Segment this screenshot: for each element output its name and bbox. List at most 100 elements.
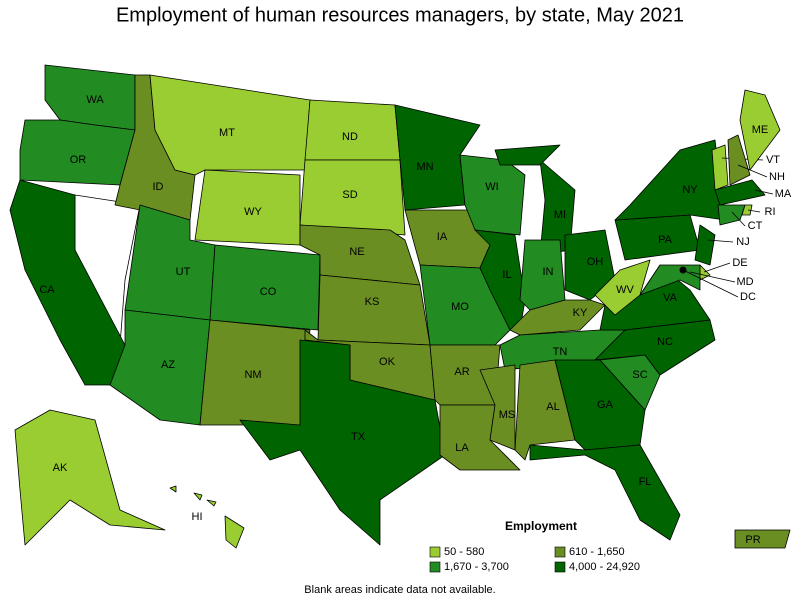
callout [731,211,746,227]
state-label: AL [546,401,559,413]
state-shape [149,74,311,176]
state-label: MT [219,127,235,139]
state-label: LA [455,442,469,454]
state-label: WY [244,206,262,218]
legend-swatch [554,546,566,558]
state-label: UT [176,266,191,278]
state-label: WV [616,284,634,296]
state: CO [209,244,321,331]
state: MI [494,144,576,256]
state-label: IL [502,269,511,281]
state-label: OH [587,256,604,268]
state-label: AZ [161,359,175,371]
state: NM [199,319,311,426]
state: OR [19,119,136,186]
state-shape [169,485,177,493]
state-label: ME [752,124,769,136]
state: NY [614,139,726,221]
state-label: TN [553,346,568,358]
state-shape [741,204,753,216]
state-label: KS [365,296,380,308]
state: MN [394,104,481,211]
state-shape [717,204,746,226]
legend-label: 610 - 1,650 [569,546,625,558]
state-label: OK [379,356,396,368]
state: WY [194,169,301,246]
state-label: AR [454,366,469,378]
state-label: KY [573,307,588,319]
state-shape [193,492,203,501]
state: WI [459,154,526,236]
state-label: MN [416,161,433,173]
state-label: MI [554,209,566,221]
state-shape [299,159,406,236]
state: ND [304,99,401,161]
state: RI [741,204,776,218]
state: VT [711,144,780,191]
state: LA [439,404,521,471]
state: CT [717,204,763,232]
state-shape [699,264,711,281]
state-shape [206,499,217,507]
legend-label: 4,000 - 24,920 [569,561,640,573]
state-shape [714,179,766,206]
state-shape [594,259,651,316]
state: VA [599,264,711,331]
state: OH [564,229,616,301]
state: WV [594,259,651,316]
state-shape [614,139,726,221]
state: SD [299,159,406,236]
state: AK [14,409,166,546]
state-label: IN [543,266,554,278]
state-label: WI [485,181,498,193]
state: ME [739,89,781,171]
state-label: CA [39,284,55,296]
state-label: MS [499,409,516,421]
state-label: CT [748,220,763,232]
state-label: GA [597,399,614,411]
state-shape [9,179,126,386]
state-label: VA [663,292,678,304]
state: IN [519,239,566,311]
callout [737,164,768,178]
state: AR [429,344,501,406]
state-label: DC [740,291,756,303]
state-shape [14,409,166,546]
legend-label: 1,670 - 3,700 [444,561,509,573]
state: MS [479,364,516,451]
state-shape [224,515,245,549]
state-shape [727,134,751,186]
state: HI [169,485,245,549]
state: CA [9,179,126,386]
state-shape [529,444,681,541]
state-label: RI [765,206,776,218]
state: PR [734,529,791,549]
footnote: Blank areas indicate data not available. [304,584,495,596]
state-label: MD [736,276,753,288]
state: WA [44,64,136,131]
callout [703,262,731,273]
state-label: NC [657,336,673,348]
state-label: MA [775,188,792,200]
state: FL [529,444,681,541]
state: PA [614,214,701,261]
state-label: MO [451,301,469,313]
state-shape [734,529,791,549]
state-label: SD [342,189,357,201]
state-label: ID [153,181,164,193]
state-label: FL [639,476,652,488]
state-label: SC [632,369,647,381]
legend-swatch [429,546,441,558]
state-shape [239,339,446,546]
state: AZ [109,309,211,426]
state-label: DE [732,257,747,269]
state: DC [679,266,756,303]
callout [747,209,761,213]
state: MA [714,179,792,206]
state-label: NM [244,369,261,381]
state-label: NE [349,246,364,258]
state-shape [494,144,561,166]
state-label: AK [53,462,68,474]
callout [754,189,774,195]
legend-label: 50 - 580 [444,546,484,558]
